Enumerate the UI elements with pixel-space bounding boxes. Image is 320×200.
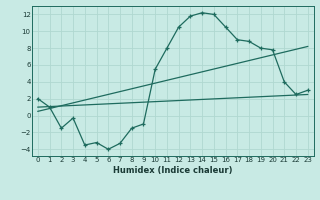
X-axis label: Humidex (Indice chaleur): Humidex (Indice chaleur) [113,166,233,175]
